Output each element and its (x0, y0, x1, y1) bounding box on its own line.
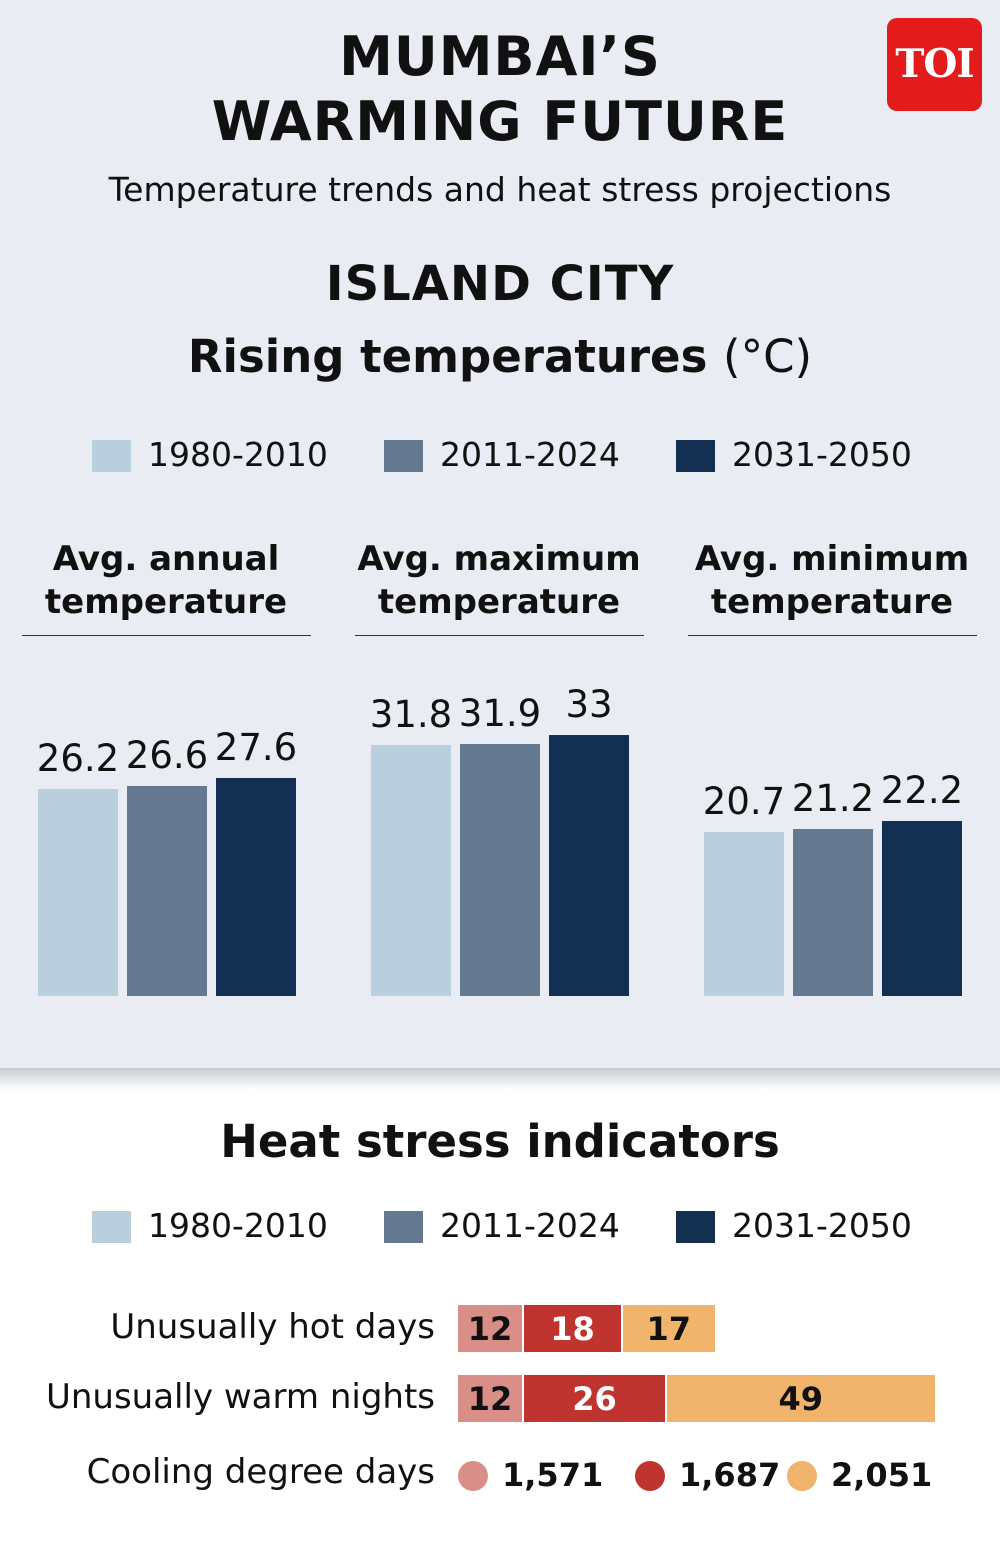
group-divider (22, 635, 311, 636)
legend-label: 2011-2024 (440, 1206, 620, 1245)
legend-swatch (92, 440, 131, 472)
legend-label: 2031-2050 (732, 435, 912, 474)
dot-marker (458, 1461, 488, 1491)
chart-heading: Rising temperatures (187, 330, 708, 383)
legend-label: 1980-2010 (148, 1206, 328, 1245)
cooling-value: 1,687 (679, 1456, 781, 1494)
bar-value-label: 20.7 (702, 780, 786, 824)
group-divider (355, 635, 644, 636)
chart-title-temperatures: Rising temperatures (°C) (0, 330, 1000, 383)
bar-value-label: 31.8 (369, 692, 453, 736)
legend-label: 2011-2024 (440, 435, 620, 474)
bar (704, 832, 784, 996)
subtitle: Temperature trends and heat stress proje… (108, 170, 892, 209)
stacked-segment: 17 (623, 1305, 715, 1352)
bar (216, 777, 296, 996)
bar (127, 785, 207, 996)
unit-label: (°C) (723, 330, 813, 383)
bar-value-label: 33 (565, 683, 613, 727)
bar-value-label: 22.2 (880, 768, 964, 812)
toi-logo: TOI (887, 18, 982, 111)
row-label: Cooling degree days (86, 1452, 435, 1492)
legend-swatch (384, 1211, 423, 1243)
legend-swatch (92, 1211, 131, 1243)
row-label: Unusually hot days (110, 1307, 435, 1347)
bar-value-label: 26.6 (125, 733, 209, 777)
cooling-value: 2,051 (831, 1456, 933, 1494)
legend-swatch (676, 440, 715, 472)
bar (549, 735, 629, 996)
bar (38, 789, 118, 996)
dot-marker (787, 1461, 817, 1491)
group-divider (688, 635, 977, 636)
group-title: Avg. maximum (357, 539, 641, 579)
chart-title-heat-stress: Heat stress indicators (220, 1115, 780, 1168)
bar (882, 820, 962, 996)
stacked-segment: 26 (524, 1375, 665, 1422)
stacked-segment: 18 (524, 1305, 621, 1352)
title-line-2: WARMING FUTURE (211, 90, 789, 153)
legend-swatch (384, 440, 423, 472)
panel-divider (0, 1068, 1000, 1090)
area-title: ISLAND CITY (325, 256, 675, 312)
legend-label: 2031-2050 (732, 1206, 912, 1245)
stacked-segment: 12 (458, 1305, 522, 1352)
group-title: temperature (44, 582, 288, 622)
legend-swatch (676, 1211, 715, 1243)
bar (371, 744, 451, 996)
row-label: Unusually warm nights (45, 1377, 435, 1417)
bar (460, 743, 540, 996)
group-title: temperature (377, 582, 621, 622)
bar (793, 828, 873, 996)
bar-value-label: 27.6 (214, 725, 298, 769)
stacked-segment: 49 (667, 1375, 935, 1422)
dot-marker (635, 1461, 665, 1491)
group-title: Avg. annual (52, 539, 280, 579)
title-line-1: MUMBAI’S (339, 25, 661, 88)
cooling-value: 1,571 (502, 1456, 604, 1494)
stacked-segment: 12 (458, 1375, 522, 1422)
group-title: Avg. minimum (694, 539, 970, 579)
bar-value-label: 26.2 (36, 737, 120, 781)
bar-value-label: 31.9 (458, 691, 542, 735)
bar-value-label: 21.2 (791, 776, 875, 820)
group-title: temperature (710, 582, 954, 622)
legend-label: 1980-2010 (148, 435, 328, 474)
